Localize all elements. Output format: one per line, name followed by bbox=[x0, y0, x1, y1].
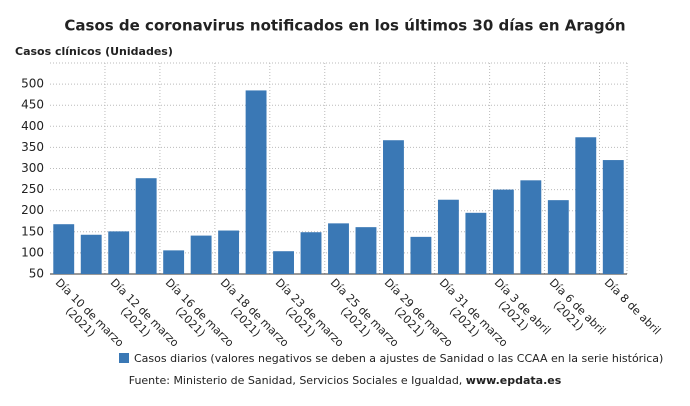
bar bbox=[355, 227, 377, 274]
y-tick-label: 500 bbox=[21, 77, 44, 91]
bar bbox=[602, 160, 624, 274]
bar bbox=[108, 231, 130, 274]
source: Fuente: Ministerio de Sanidad, Servicios… bbox=[129, 374, 562, 387]
bar bbox=[465, 212, 487, 274]
y-tick-label: 450 bbox=[21, 98, 44, 112]
bar bbox=[520, 180, 542, 274]
y-tick-label: 400 bbox=[21, 119, 44, 133]
source-link: www.epdata.es bbox=[466, 374, 562, 387]
y-tick-label: 200 bbox=[21, 203, 44, 217]
bar bbox=[328, 223, 349, 274]
bar bbox=[273, 251, 294, 274]
chart-title: Casos de coronavirus notificados en los … bbox=[64, 17, 625, 35]
y-tick-label: 50 bbox=[29, 267, 44, 281]
bar bbox=[190, 235, 212, 274]
bar bbox=[300, 232, 322, 274]
y-axis-title: Casos clínicos (Unidades) bbox=[15, 45, 173, 58]
y-tick-label: 300 bbox=[21, 161, 44, 175]
bar bbox=[383, 140, 404, 274]
y-tick-label: 250 bbox=[21, 182, 44, 196]
legend-swatch bbox=[119, 353, 129, 363]
y-tick-label: 350 bbox=[21, 140, 44, 154]
bar bbox=[575, 137, 597, 274]
bar bbox=[135, 178, 157, 274]
bar bbox=[245, 90, 267, 275]
bar bbox=[53, 224, 75, 274]
bar bbox=[218, 230, 240, 274]
legend-label: Casos diarios (valores negativos se debe… bbox=[134, 352, 663, 365]
bar bbox=[547, 200, 569, 274]
source-text: Fuente: Ministerio de Sanidad, Servicios… bbox=[129, 374, 466, 387]
y-tick-label: 150 bbox=[21, 224, 44, 238]
bar bbox=[80, 234, 102, 274]
bar bbox=[492, 189, 514, 274]
bar bbox=[437, 199, 459, 274]
y-tick-label: 100 bbox=[21, 245, 44, 259]
bar bbox=[410, 236, 432, 274]
bar bbox=[163, 250, 185, 274]
